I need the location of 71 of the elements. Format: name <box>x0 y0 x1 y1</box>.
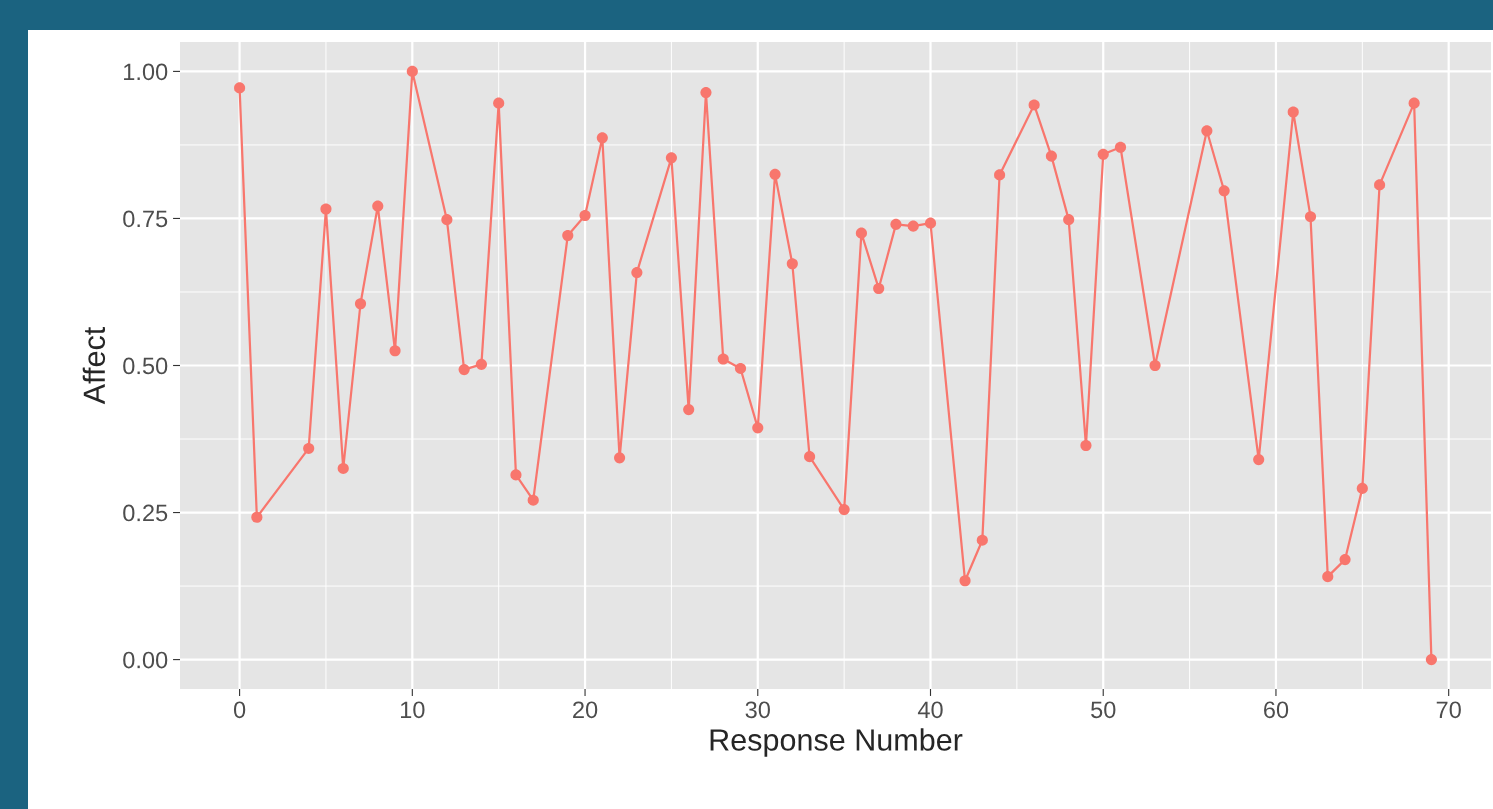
point <box>1304 211 1317 223</box>
point <box>1425 654 1437 666</box>
point <box>596 132 608 144</box>
point <box>614 452 626 464</box>
x-tick-label: 10 <box>400 701 425 719</box>
point <box>1080 439 1092 452</box>
y-tick-label: 0.25 <box>123 504 168 522</box>
point <box>631 267 643 279</box>
point <box>389 345 401 357</box>
point <box>1408 97 1420 109</box>
point <box>579 209 591 222</box>
y-axis-title: Affect <box>82 326 106 405</box>
y-tick-label: 1.00 <box>124 63 168 81</box>
point <box>1097 148 1109 160</box>
point <box>234 82 246 94</box>
point <box>441 214 453 226</box>
point <box>734 362 747 374</box>
point <box>873 282 885 294</box>
point <box>1218 185 1230 197</box>
point <box>769 168 781 180</box>
x-tick-label: 70 <box>1436 701 1461 719</box>
point <box>1063 214 1075 226</box>
y-tick-label: 0.50 <box>123 357 168 375</box>
x-tick-label: 20 <box>573 701 598 719</box>
y-tick-label: 0.00 <box>123 651 168 669</box>
point <box>406 65 418 77</box>
y-tick-label: 0.75 <box>123 210 168 228</box>
point <box>510 469 522 481</box>
point <box>493 97 505 109</box>
point <box>855 227 867 239</box>
point <box>1114 141 1127 153</box>
point <box>1201 125 1213 137</box>
point <box>665 152 677 164</box>
point <box>251 511 263 523</box>
point <box>890 218 902 230</box>
x-tick-label: 60 <box>1264 701 1289 719</box>
point <box>458 364 470 376</box>
point <box>475 358 487 370</box>
point <box>1149 359 1161 372</box>
x-tick-label: 0 <box>233 701 246 719</box>
point <box>354 298 367 310</box>
point <box>320 203 332 215</box>
point <box>1356 482 1368 494</box>
point <box>1253 454 1265 466</box>
point <box>907 220 919 232</box>
point <box>372 200 384 212</box>
point <box>786 258 798 270</box>
point <box>924 217 937 229</box>
point <box>994 169 1006 181</box>
point <box>1045 150 1057 162</box>
point <box>683 404 695 416</box>
point <box>1028 99 1040 111</box>
point <box>337 462 349 474</box>
x-axis-title: Response Number <box>710 728 963 757</box>
point <box>303 442 315 454</box>
point <box>527 494 539 506</box>
point <box>752 422 764 434</box>
point <box>838 504 850 516</box>
point <box>976 534 988 546</box>
x-tick-label: 40 <box>917 701 943 719</box>
point <box>804 451 816 463</box>
point <box>700 87 712 99</box>
point <box>1322 571 1334 583</box>
point <box>1287 106 1299 118</box>
point <box>1339 554 1351 566</box>
point <box>959 575 971 587</box>
point <box>717 353 729 365</box>
x-tick-label: 30 <box>745 701 770 719</box>
point <box>562 229 574 242</box>
x-tick-label: 50 <box>1091 701 1116 719</box>
point <box>1374 179 1386 191</box>
